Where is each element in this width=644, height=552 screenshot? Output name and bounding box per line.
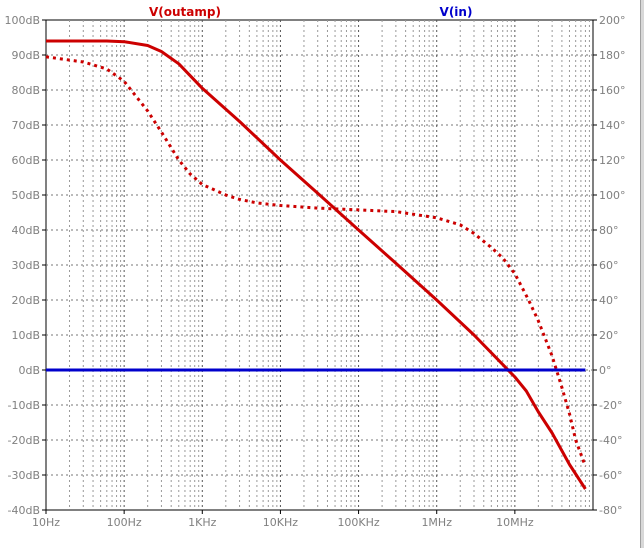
y-right-tick-label: 160° — [599, 84, 626, 97]
y-right-tick-label: -20° — [599, 399, 622, 412]
y-right-tick-label: 200° — [599, 14, 626, 27]
x-tick-label: 1MHz — [421, 516, 452, 529]
y-right-tick-label: 140° — [599, 119, 626, 132]
y-left-tick-label: -20dB — [8, 434, 41, 447]
y-left-tick-label: 20dB — [11, 294, 40, 307]
y-right-tick-label: 100° — [599, 189, 626, 202]
scrollbar-edge — [640, 0, 641, 548]
series-v-outamp-phase — [45, 55, 587, 467]
y-left-tick-label: 10dB — [11, 329, 40, 342]
series-v-outamp-magnitude — [46, 39, 587, 490]
y-right-tick-label: 80° — [599, 224, 619, 237]
y-left-tick-label: 90dB — [11, 49, 40, 62]
series-layer — [45, 39, 587, 490]
x-tick-label: 1KHz — [188, 516, 216, 529]
grid — [46, 20, 593, 510]
x-tick-label: 100Hz — [107, 516, 142, 529]
y-right-tick-label: 0° — [599, 364, 612, 377]
y-left-tick-label: 30dB — [11, 259, 40, 272]
y-left-tick-label: 80dB — [11, 84, 40, 97]
y-right-tick-label: -40° — [599, 434, 622, 447]
y-left-tick-label: 60dB — [11, 154, 40, 167]
y-right-tick-label: 60° — [599, 259, 619, 272]
x-tick-label: 10KHz — [263, 516, 298, 529]
y-right-tick-label: -80° — [599, 504, 622, 517]
y-left-tick-label: -40dB — [8, 504, 41, 517]
vertical-scrollbar[interactable] — [640, 0, 644, 548]
y-left-tick-label: 100dB — [4, 14, 40, 27]
y-left-tick-label: -30dB — [8, 469, 41, 482]
legend-v-outamp: V(outamp) — [149, 5, 221, 19]
y-right-tick-label: 20° — [599, 329, 619, 342]
legend-v-in: V(in) — [440, 5, 473, 19]
x-tick-label: 10MHz — [496, 516, 534, 529]
y-right-tick-label: 180° — [599, 49, 626, 62]
x-tick-label: 10Hz — [32, 516, 60, 529]
axis-ticks: 100dB 90dB 80dB 70dB 60dB 50dB 40dB 30dB 20dB 10d… — [4, 14, 625, 529]
y-left-tick-label: 50dB — [11, 189, 40, 202]
y-left-tick-label: -10dB — [8, 399, 41, 412]
y-left-tick-label: 40dB — [11, 224, 40, 237]
y-right-tick-label: -60° — [599, 469, 622, 482]
y-right-tick-label: 40° — [599, 294, 619, 307]
x-tick-label: 100KHz — [337, 516, 379, 529]
y-right-tick-label: 120° — [599, 154, 626, 167]
y-left-tick-label: 0dB — [18, 364, 40, 377]
y-left-tick-label: 70dB — [11, 119, 40, 132]
